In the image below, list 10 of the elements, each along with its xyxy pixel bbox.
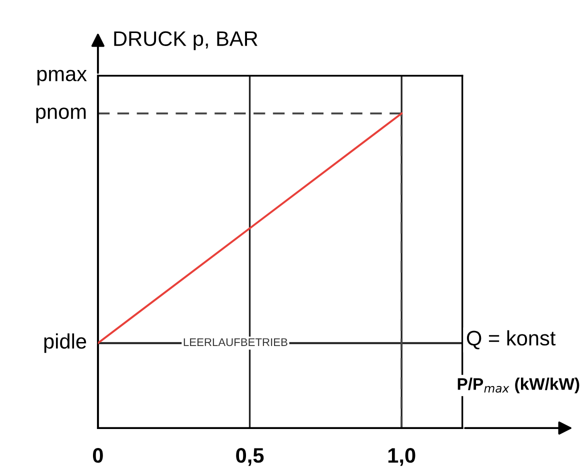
x-tick-label: 0: [92, 448, 103, 463]
y-axis-title: DRUCK p, BAR: [114, 31, 258, 50]
text: Q = konst: [466, 330, 556, 350]
x-tick-label: 1,0: [388, 448, 416, 466]
annotation: LEERLAUFBETRIEB: [184, 338, 288, 346]
x-tick-label: 0,5: [236, 448, 264, 466]
x-axis-title: P/P$_{max}$ (kW/kW): [458, 378, 580, 394]
ref-line-label: pidle: [44, 333, 86, 353]
ref-line-label: pmax: [37, 70, 87, 86]
ref-line-label: pnom: [36, 108, 86, 124]
